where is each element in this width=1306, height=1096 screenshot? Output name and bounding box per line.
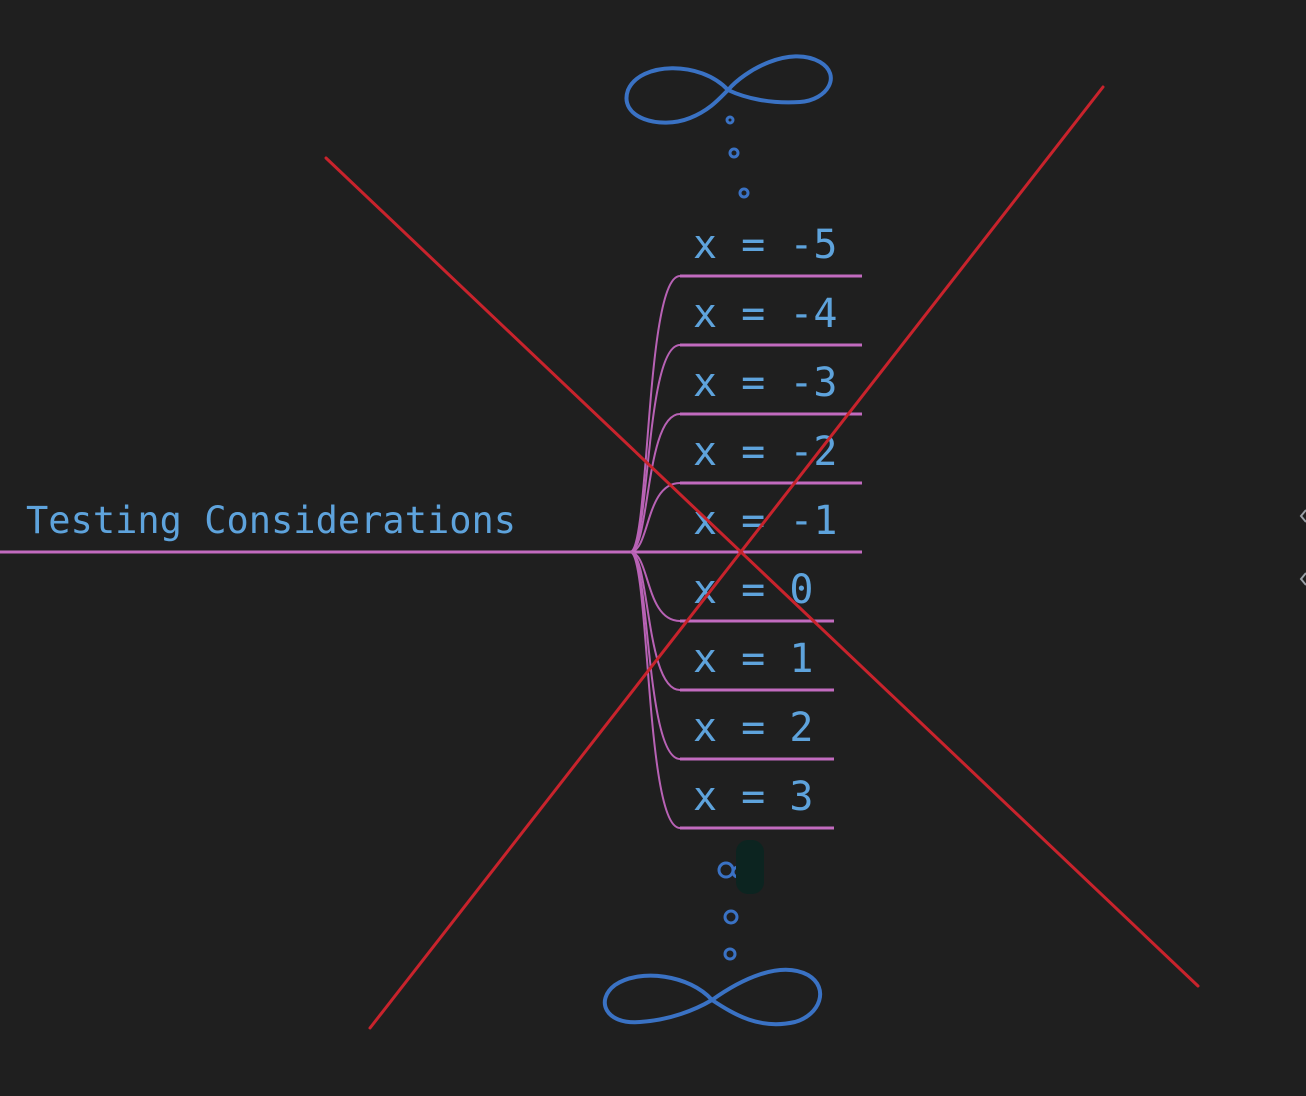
cross-line-down: [324, 156, 1200, 988]
edge-collapse-icons[interactable]: [1299, 509, 1306, 586]
chevron-left-icon[interactable]: [1299, 572, 1306, 586]
chevron-left-icon[interactable]: [1299, 509, 1306, 523]
child-node-label[interactable]: x = -2: [693, 429, 838, 475]
branch-curve: [629, 551, 681, 760]
top-ellipsis-dots: [725, 115, 750, 199]
bottom-infinity-icon: [602, 967, 822, 1027]
branch-curve: [629, 275, 681, 553]
branch-curve: [629, 413, 681, 553]
cross-out-mark: [324, 85, 1200, 1030]
branch-lines: [629, 274, 862, 830]
child-node-label[interactable]: x = -5: [693, 222, 838, 268]
child-node-label[interactable]: x = -4: [693, 291, 838, 337]
branch-curve: [629, 344, 681, 553]
branch-curve: [629, 551, 681, 622]
child-node-label[interactable]: x = 3: [693, 774, 813, 820]
top-infinity-icon: [624, 54, 833, 125]
child-nodes: x = -5 x = -4 x = -3 x = -2 x = -1 x = 0…: [693, 222, 838, 820]
child-node-label[interactable]: x = 1: [693, 636, 813, 682]
cross-line-up: [368, 85, 1105, 1030]
branch-curve: [629, 551, 681, 829]
eraser-smudge: [736, 840, 764, 894]
root-node-label[interactable]: Testing Considerations: [26, 499, 516, 542]
child-node-label[interactable]: x = 2: [693, 705, 813, 751]
child-node-label[interactable]: x = -3: [693, 360, 838, 406]
